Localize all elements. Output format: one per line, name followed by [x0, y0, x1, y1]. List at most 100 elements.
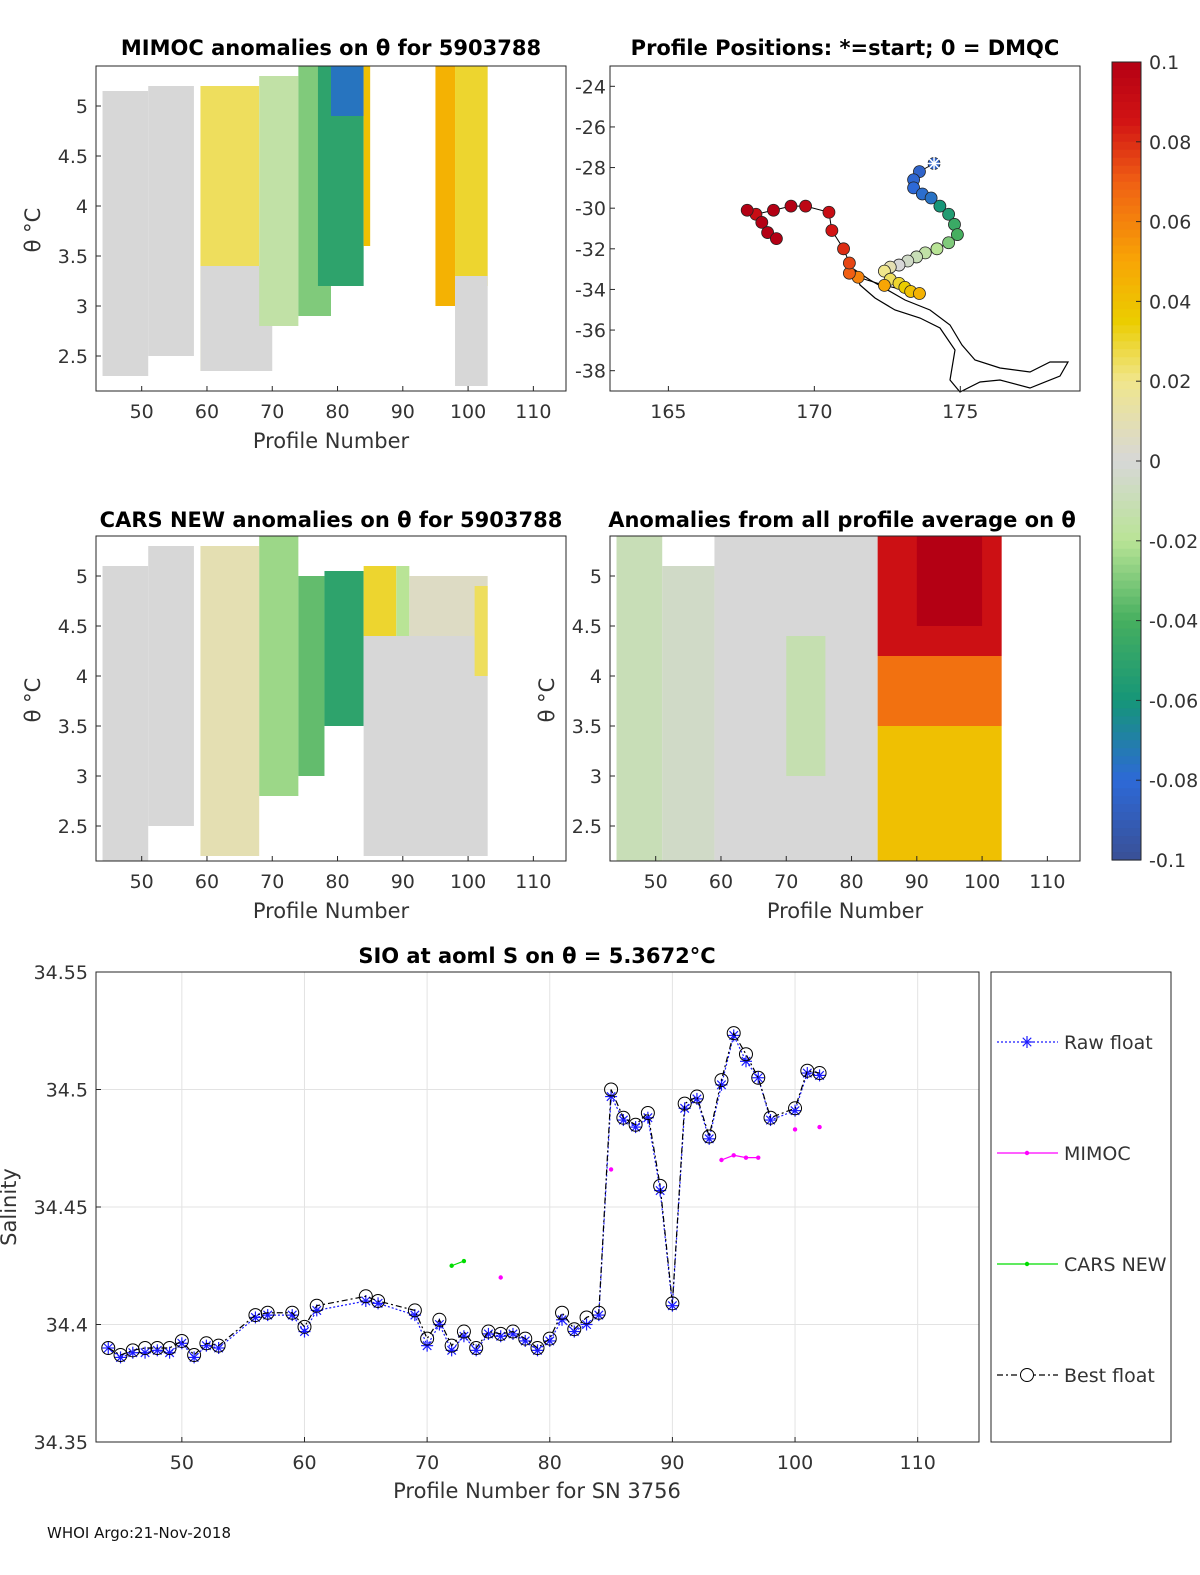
colorbar-step: [1112, 405, 1141, 414]
start-marker: [928, 158, 940, 169]
colorbar-step: [1112, 157, 1141, 167]
best-float-marker: [518, 1331, 533, 1346]
best-float-marker: [689, 1089, 704, 1104]
colorbar-step: [1112, 732, 1141, 741]
raw-float-marker: [643, 1113, 653, 1123]
y-tick-label: 34.45: [34, 1197, 88, 1219]
colorbar-step: [1112, 852, 1141, 861]
best-float-marker: [174, 1333, 189, 1348]
x-tick-label: 60: [292, 1452, 316, 1474]
colorbar-step: [1112, 109, 1141, 119]
colorbar-step: [1112, 772, 1141, 781]
anomaly-cell: [200, 546, 260, 856]
colorbar-step: [1112, 445, 1141, 454]
best-float-marker: [138, 1341, 153, 1355]
profile-position-dot: [942, 236, 956, 250]
y-tick-label: -24: [575, 76, 606, 98]
legend-marker: [1020, 1368, 1034, 1382]
best-float-marker: [591, 1305, 606, 1320]
best-float-marker: [187, 1348, 202, 1363]
raw-float-marker: [471, 1345, 481, 1356]
colorbar-step: [1112, 756, 1141, 765]
mimoc-marker: [792, 1127, 798, 1132]
raw-float-marker: [410, 1310, 420, 1320]
raw-float-marker: [667, 1301, 678, 1311]
colorbar-step: [1112, 564, 1141, 574]
raw-float-marker: [508, 1329, 518, 1339]
profile-position-dot: [740, 203, 754, 217]
mimoc-axis-ticks: 50 60 70 80 90 100 110 2.5 3 3.5 4 4.5 5: [58, 96, 552, 423]
best-float-line: [107, 1031, 820, 1356]
colorbar-step: [1112, 844, 1141, 853]
best-float-marker: [469, 1341, 484, 1355]
best-float-marker: [616, 1110, 631, 1125]
colorbar-step: [1112, 620, 1141, 630]
best-float-marker: [604, 1082, 619, 1097]
average-xlabel: Profile Number: [767, 899, 924, 923]
colorbar-step: [1112, 285, 1141, 295]
raw-float-marker: [152, 1345, 162, 1356]
best-float-marker: [444, 1338, 459, 1353]
colorbar-step: [1112, 365, 1141, 374]
average-axes-box: [609, 535, 1081, 862]
y-tick-label: 3.5: [58, 716, 88, 738]
y-tick-label: 4.5: [572, 616, 602, 638]
raw-float-marker: [287, 1310, 297, 1320]
x-tick-label: 90: [391, 871, 415, 893]
best-float-marker: [456, 1324, 471, 1339]
y-tick-label: 2.5: [58, 346, 88, 368]
raw-float-marker: [704, 1134, 714, 1144]
profile-position-dot: [822, 205, 836, 219]
colorbar-step: [1112, 540, 1141, 550]
salinity-legend: [990, 971, 1172, 1443]
anomaly-cell: [435, 66, 456, 306]
colorbar-step: [1112, 804, 1141, 813]
x-tick-label: 100: [777, 1452, 813, 1474]
anomaly-cell: [455, 276, 488, 386]
anomaly-cell: [363, 66, 371, 246]
profile-position-dot: [907, 181, 921, 195]
profile-position-dot: [837, 242, 850, 256]
profile-position-dot: [924, 191, 938, 205]
colorbar-step: [1112, 325, 1141, 334]
best-float-marker: [751, 1070, 766, 1085]
colorbar-step: [1112, 165, 1141, 175]
x-tick-label: 90: [905, 871, 929, 893]
profile-position-dot: [825, 224, 839, 237]
best-float-marker: [738, 1047, 753, 1062]
profile-position-dot: [767, 203, 780, 217]
salinity-axis-ticks: 50 60 70 80 90 100 110 34.35 34.4 34.45 34.5 34.55: [34, 962, 936, 1474]
raw-float-marker: [618, 1115, 629, 1125]
colorbar-step: [1112, 317, 1141, 326]
profile-position-dot: [930, 242, 944, 256]
colorbar-step: [1112, 612, 1141, 622]
best-float-marker: [358, 1289, 373, 1304]
cars-new-marker: [449, 1263, 454, 1268]
colorbar-step: [1112, 468, 1141, 478]
mimoc-xlabel: Profile Number: [253, 429, 410, 453]
raw-float-marker: [422, 1340, 432, 1351]
x-tick-label: 60: [709, 871, 733, 893]
colorbar-step: [1112, 197, 1141, 207]
colorbar-step: [1112, 389, 1141, 398]
best-float-marker: [788, 1101, 803, 1116]
y-tick-label: 2.5: [572, 816, 602, 838]
legend-label: CARS NEW: [1064, 1254, 1167, 1276]
y-tick-label: -34: [575, 279, 606, 301]
x-tick-label: 90: [391, 401, 415, 423]
x-tick-label: 100: [450, 871, 486, 893]
best-float-marker: [677, 1096, 692, 1111]
anomaly-cell: [331, 66, 364, 116]
raw-float-marker: [446, 1345, 457, 1356]
colorbar-step: [1112, 580, 1141, 590]
colorbar-step: [1112, 341, 1141, 350]
y-tick-label: 34.4: [46, 1315, 88, 1337]
best-float-marker: [113, 1348, 128, 1363]
panel-cars: 50 60 70 80 90 100 110 2.5 3 3.5 4 4.5 5 CARS NEW an…: [21, 508, 567, 923]
y-tick-label: -32: [575, 239, 606, 261]
colorbar-step: [1112, 780, 1141, 789]
colorbar-step: [1112, 660, 1141, 670]
colorbar-step: [1112, 277, 1141, 287]
y-tick-label: -36: [575, 320, 606, 342]
colorbar-step: [1112, 149, 1141, 159]
